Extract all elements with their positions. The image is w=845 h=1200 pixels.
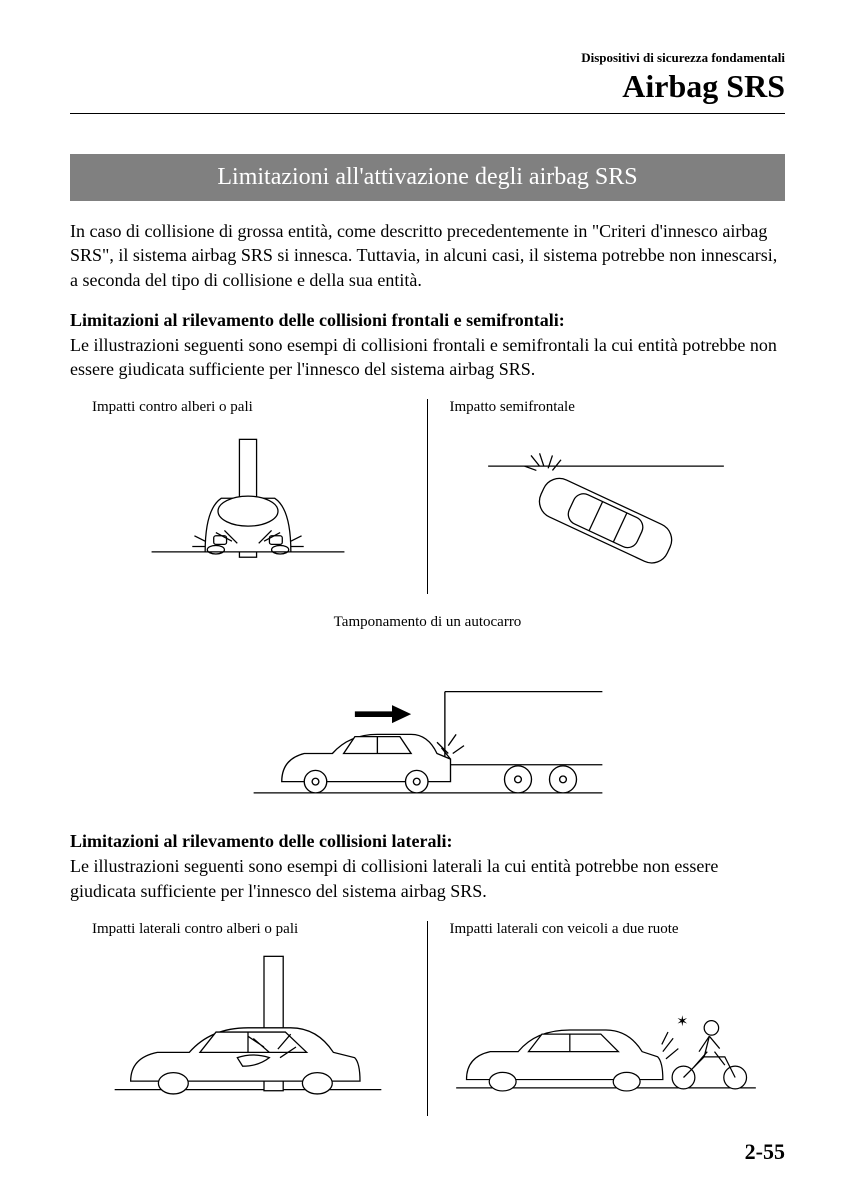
- fig-caption: Impatti laterali con veicoli a due ruote: [438, 921, 776, 938]
- fig-caption: Impatti laterali contro alberi o pali: [80, 921, 417, 938]
- illustration-car-front-pole: [80, 424, 417, 594]
- figure-cell-tree-pole: Impatti contro alberi o pali: [70, 399, 428, 594]
- frontal-figure-row: Impatti contro alberi o pali Impatto sem…: [70, 399, 785, 594]
- lateral-heading: Limitazioni al rilevamento delle collisi…: [70, 831, 785, 852]
- frontal-heading: Limitazioni al rilevamento delle collisi…: [70, 310, 785, 331]
- fig-caption: Impatti contro alberi o pali: [80, 399, 417, 416]
- figure-cell-side-pole: Impatti laterali contro alberi o pali: [70, 921, 428, 1116]
- fig-caption: Impatto semifrontale: [438, 399, 776, 416]
- svg-text:✶: ✶: [677, 1014, 689, 1030]
- page-header: Dispositivi di sicurezza fondamentali Ai…: [70, 50, 785, 105]
- illustration-car-side-motorcycle: ✶: [438, 946, 776, 1116]
- lateral-text: Le illustrazioni seguenti sono esempi di…: [70, 854, 785, 903]
- figure-truck-rear-end: Tamponamento di un autocarro: [70, 614, 785, 821]
- lateral-figure-row: Impatti laterali contro alberi o pali Im…: [70, 921, 785, 1116]
- section-title: Limitazioni all'attivazione degli airbag…: [70, 154, 785, 201]
- illustration-car-side-pole: [80, 946, 417, 1116]
- header-title: Airbag SRS: [70, 68, 785, 105]
- illustration-car-under-truck: [213, 641, 642, 821]
- header-category: Dispositivi di sicurezza fondamentali: [70, 50, 785, 66]
- fig-caption: Tamponamento di un autocarro: [70, 614, 785, 631]
- frontal-text: Le illustrazioni seguenti sono esempi di…: [70, 333, 785, 382]
- illustration-car-semi-frontal: [438, 424, 776, 594]
- header-rule: [70, 113, 785, 114]
- page-number: 2-55: [745, 1139, 785, 1165]
- intro-text: In caso di collisione di grossa entità, …: [70, 219, 785, 292]
- figure-cell-semi-frontal: Impatto semifrontale: [428, 399, 786, 594]
- figure-cell-side-motorcycle: Impatti laterali con veicoli a due ruote: [428, 921, 786, 1116]
